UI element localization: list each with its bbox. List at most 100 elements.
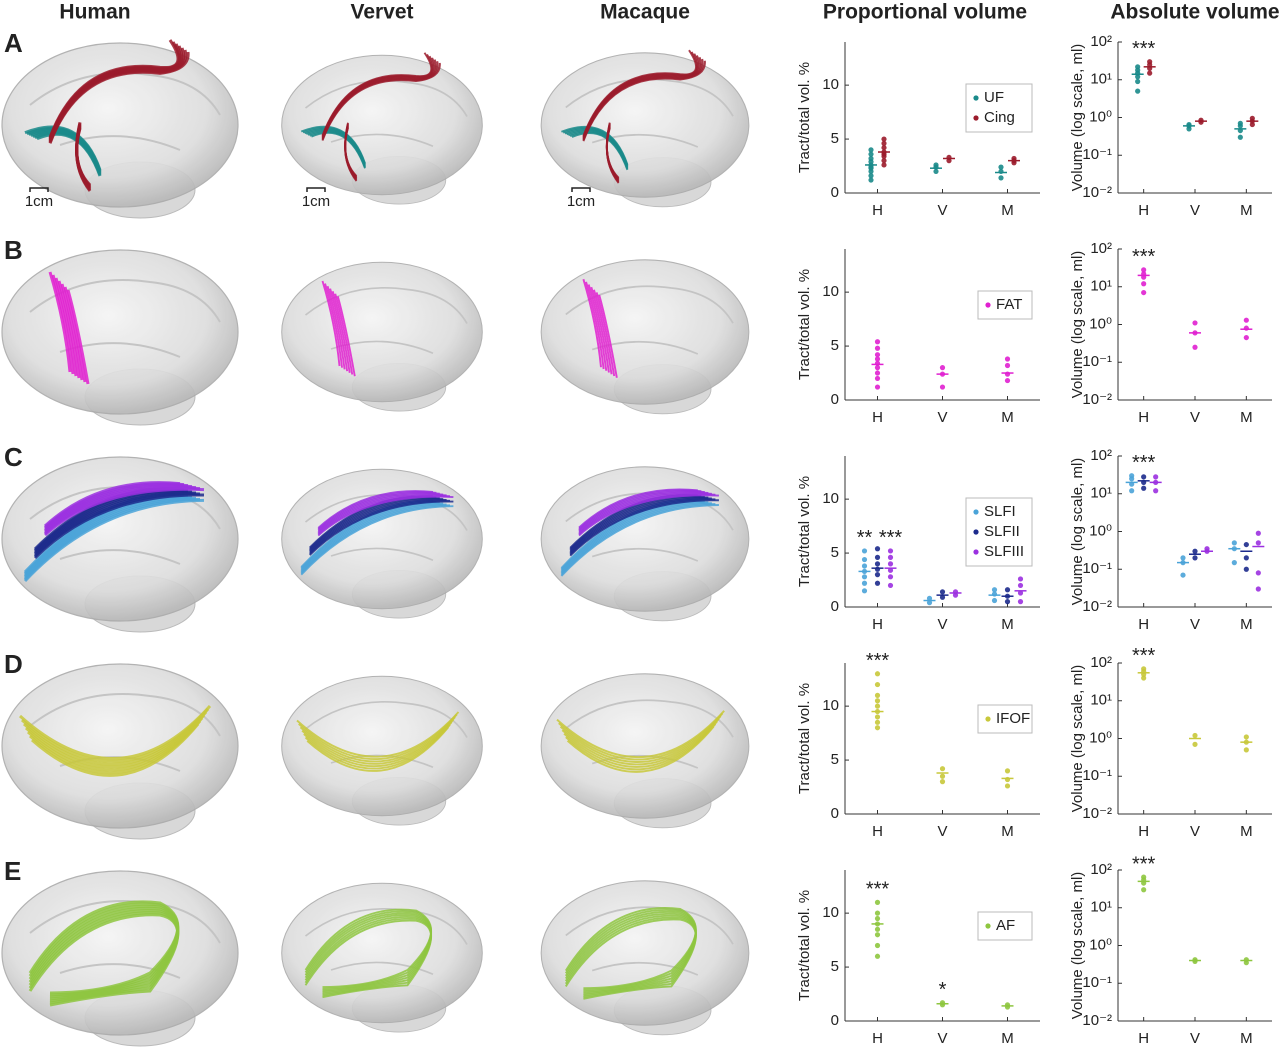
x-tick-label: H	[872, 1030, 883, 1047]
data-point	[1192, 555, 1198, 561]
data-point	[939, 589, 946, 595]
fiber-tract	[304, 724, 451, 770]
data-point	[868, 155, 874, 162]
data-point	[933, 162, 939, 168]
data-point	[1017, 590, 1024, 596]
y-tick-label: 10	[822, 490, 839, 507]
fiber-tract	[598, 294, 618, 378]
legend-label: Cing	[984, 109, 1015, 126]
y-axis-label: Tract/total vol. %	[796, 269, 813, 380]
data-point	[874, 692, 881, 698]
fiber-tract	[36, 132, 102, 177]
data-point	[874, 942, 881, 949]
x-tick-label: V	[937, 823, 947, 840]
data-point	[881, 158, 887, 164]
column-header: Macaque	[600, 1, 690, 24]
data-point	[861, 588, 868, 594]
data-point	[926, 600, 933, 606]
y-tick-label: 10¹	[1090, 278, 1112, 295]
data-point	[939, 384, 946, 390]
legend-marker	[985, 302, 991, 308]
scale-bar-label: 1cm	[567, 193, 595, 210]
fiber-tract	[60, 283, 84, 381]
fiber-tract	[300, 505, 454, 576]
y-tick-label: 10²	[1090, 654, 1112, 671]
fiber-tract	[578, 494, 719, 537]
data-point	[998, 175, 1004, 181]
column-header: Vervet	[350, 1, 413, 24]
brain-render	[281, 52, 483, 205]
data-point	[868, 177, 874, 183]
y-tick-label: 10⁻²	[1082, 805, 1112, 822]
data-point	[1153, 474, 1159, 480]
data-point	[861, 548, 868, 554]
data-point	[861, 556, 868, 563]
data-point	[1231, 540, 1237, 546]
data-point	[1011, 155, 1017, 162]
data-point	[874, 671, 881, 677]
brain-fold	[565, 78, 734, 148]
data-point	[874, 899, 881, 905]
legend-marker	[973, 95, 979, 101]
data-point	[1135, 74, 1141, 80]
fiber-tract	[564, 918, 697, 1000]
y-axis-label: Volume (log scale, ml)	[1069, 872, 1086, 1020]
scale-bar-label: 1cm	[302, 193, 330, 210]
y-tick-label: 10¹	[1090, 485, 1112, 502]
data-point	[1141, 474, 1147, 480]
data-point	[1141, 267, 1147, 273]
data-point	[887, 582, 894, 589]
data-point	[1004, 768, 1011, 774]
fiber-tract	[560, 504, 719, 577]
brain-render	[540, 880, 750, 1036]
brain-outline	[1, 663, 239, 829]
data-point	[1243, 747, 1249, 753]
legend-label: FAT	[996, 296, 1022, 313]
x-tick-label: H	[1138, 409, 1149, 426]
y-tick-label: 10¹	[1090, 71, 1112, 88]
brain-outline	[540, 880, 750, 1026]
brain-render	[1, 870, 239, 1047]
fiber-tract	[556, 710, 725, 759]
scale-bar-label: 1cm	[25, 193, 53, 210]
significance-label: *	[939, 979, 947, 1001]
fiber-tract	[309, 500, 454, 556]
legend-marker	[973, 509, 979, 515]
y-axis-label: Volume (log scale, ml)	[1069, 665, 1086, 813]
data-point	[926, 595, 933, 601]
significance-label: ***	[1132, 246, 1156, 268]
data-point	[1017, 576, 1024, 582]
data-point	[1249, 115, 1255, 121]
column-header: Human	[59, 1, 130, 24]
data-point	[861, 563, 868, 569]
legend-marker	[973, 549, 979, 555]
fiber-tract	[331, 290, 351, 373]
data-point	[1192, 741, 1198, 747]
data-point	[1147, 70, 1153, 76]
fiber-tract	[585, 281, 605, 370]
data-point	[1192, 344, 1198, 350]
y-tick-label: 10⁰	[1089, 729, 1112, 746]
data-point	[1192, 320, 1198, 326]
fiber-tract	[298, 713, 458, 761]
data-point	[991, 597, 998, 604]
y-tick-label: 10⁻¹	[1082, 767, 1112, 784]
y-tick-label: 10	[822, 283, 839, 300]
data-point	[1180, 555, 1186, 561]
significance-label: **	[857, 527, 873, 549]
brain-outline	[540, 52, 750, 198]
data-point	[874, 546, 881, 552]
data-point	[1141, 874, 1147, 880]
legend-label: IFOF	[996, 710, 1030, 727]
x-tick-label: H	[872, 616, 883, 633]
brain-outline	[540, 259, 750, 405]
brain-outline	[281, 882, 483, 1024]
brain-outline	[1, 870, 239, 1036]
x-tick-label: V	[1190, 823, 1200, 840]
brain-render	[540, 259, 750, 415]
data-point	[939, 773, 946, 779]
y-tick-label: 10²	[1090, 447, 1112, 464]
y-tick-label: 10⁻¹	[1082, 974, 1112, 991]
brain-fold	[29, 72, 221, 151]
data-point	[874, 719, 881, 725]
